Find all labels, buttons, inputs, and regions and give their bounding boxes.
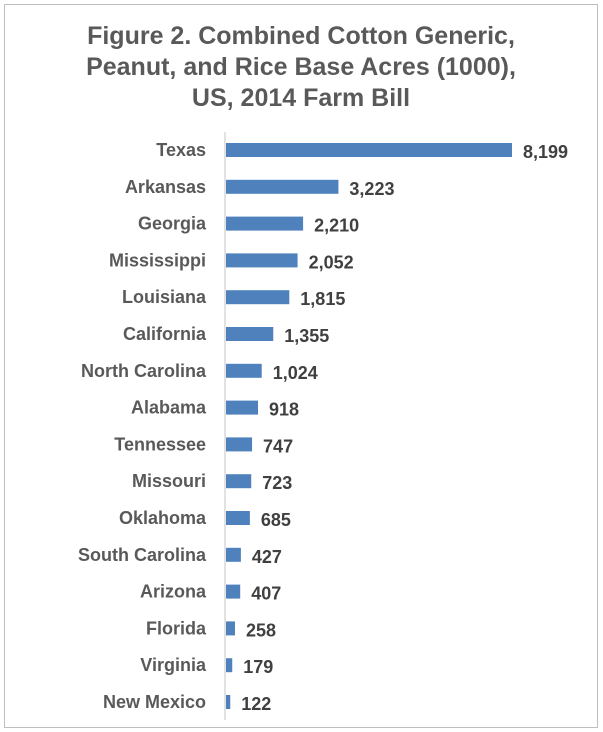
bar [226,437,253,452]
data-label: 122 [241,694,271,714]
chart-title-line-3: US, 2014 Farm Bill [191,84,411,112]
category-label: Mississippi [109,250,206,270]
chart-title-line-2: Peanut, and Rice Base Acres (1000), [86,53,516,81]
bar [226,400,259,415]
bar [226,621,235,636]
bar [226,363,262,378]
chart-title-line-1: Figure 2. Combined Cotton Generic, [87,22,515,50]
bar [226,658,233,673]
bar [226,143,512,157]
category-label: Oklahoma [119,508,207,528]
bar [226,253,298,268]
bar [226,327,274,341]
chart-frame: Figure 2. Combined Cotton Generic, Peanu… [4,4,598,728]
category-label: South Carolina [78,545,207,565]
data-label: 918 [269,400,299,420]
bar [226,547,241,562]
category-label: North Carolina [81,361,207,381]
category-label: California [123,324,207,344]
data-label: 3,223 [349,179,394,199]
data-label: 8,199 [523,142,568,162]
bar [226,216,304,231]
data-label: 1,355 [284,326,329,346]
category-label: Arkansas [125,177,206,197]
data-label: 747 [263,436,293,456]
category-label: Texas [156,140,206,160]
data-label: 2,052 [309,252,354,272]
bar [226,695,231,709]
category-label: Missouri [132,471,206,491]
data-label: 1,815 [300,289,345,309]
category-label: Alabama [131,398,207,418]
category-label: New Mexico [103,692,206,712]
category-label: Florida [146,618,207,638]
bar [226,179,339,194]
category-label: Georgia [138,214,207,234]
data-label: 179 [243,657,273,677]
bar [226,511,250,525]
bar [226,584,241,599]
data-label: 1,024 [273,363,318,383]
chart-title: Figure 2. Combined Cotton Generic, Peanu… [5,21,597,114]
data-label: 427 [252,547,282,567]
data-label: 258 [246,620,276,640]
category-label: Louisiana [122,287,207,307]
data-label: 2,210 [314,216,359,236]
bar [226,290,290,305]
bar [226,474,252,489]
data-label: 407 [251,584,281,604]
category-label: Virginia [140,655,207,675]
data-label: 685 [261,510,291,530]
category-label: Tennessee [114,434,206,454]
data-label: 723 [262,473,292,493]
category-label: Arizona [140,582,207,602]
